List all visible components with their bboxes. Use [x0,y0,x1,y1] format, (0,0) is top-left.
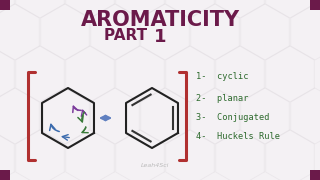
Text: 1: 1 [154,28,166,46]
Bar [310,170,320,180]
Text: Leah4Sci: Leah4Sci [141,163,169,168]
Text: PART: PART [104,28,152,43]
Text: 1-  cyclic: 1- cyclic [196,72,249,81]
Text: AROMATICITY: AROMATICITY [80,10,240,30]
Text: 4-  Huckels Rule: 4- Huckels Rule [196,132,280,141]
Text: 2-  planar: 2- planar [196,94,249,103]
Text: 3-  Conjugated: 3- Conjugated [196,113,269,122]
Bar [0,0,10,10]
Bar [310,0,320,10]
Bar [0,170,10,180]
